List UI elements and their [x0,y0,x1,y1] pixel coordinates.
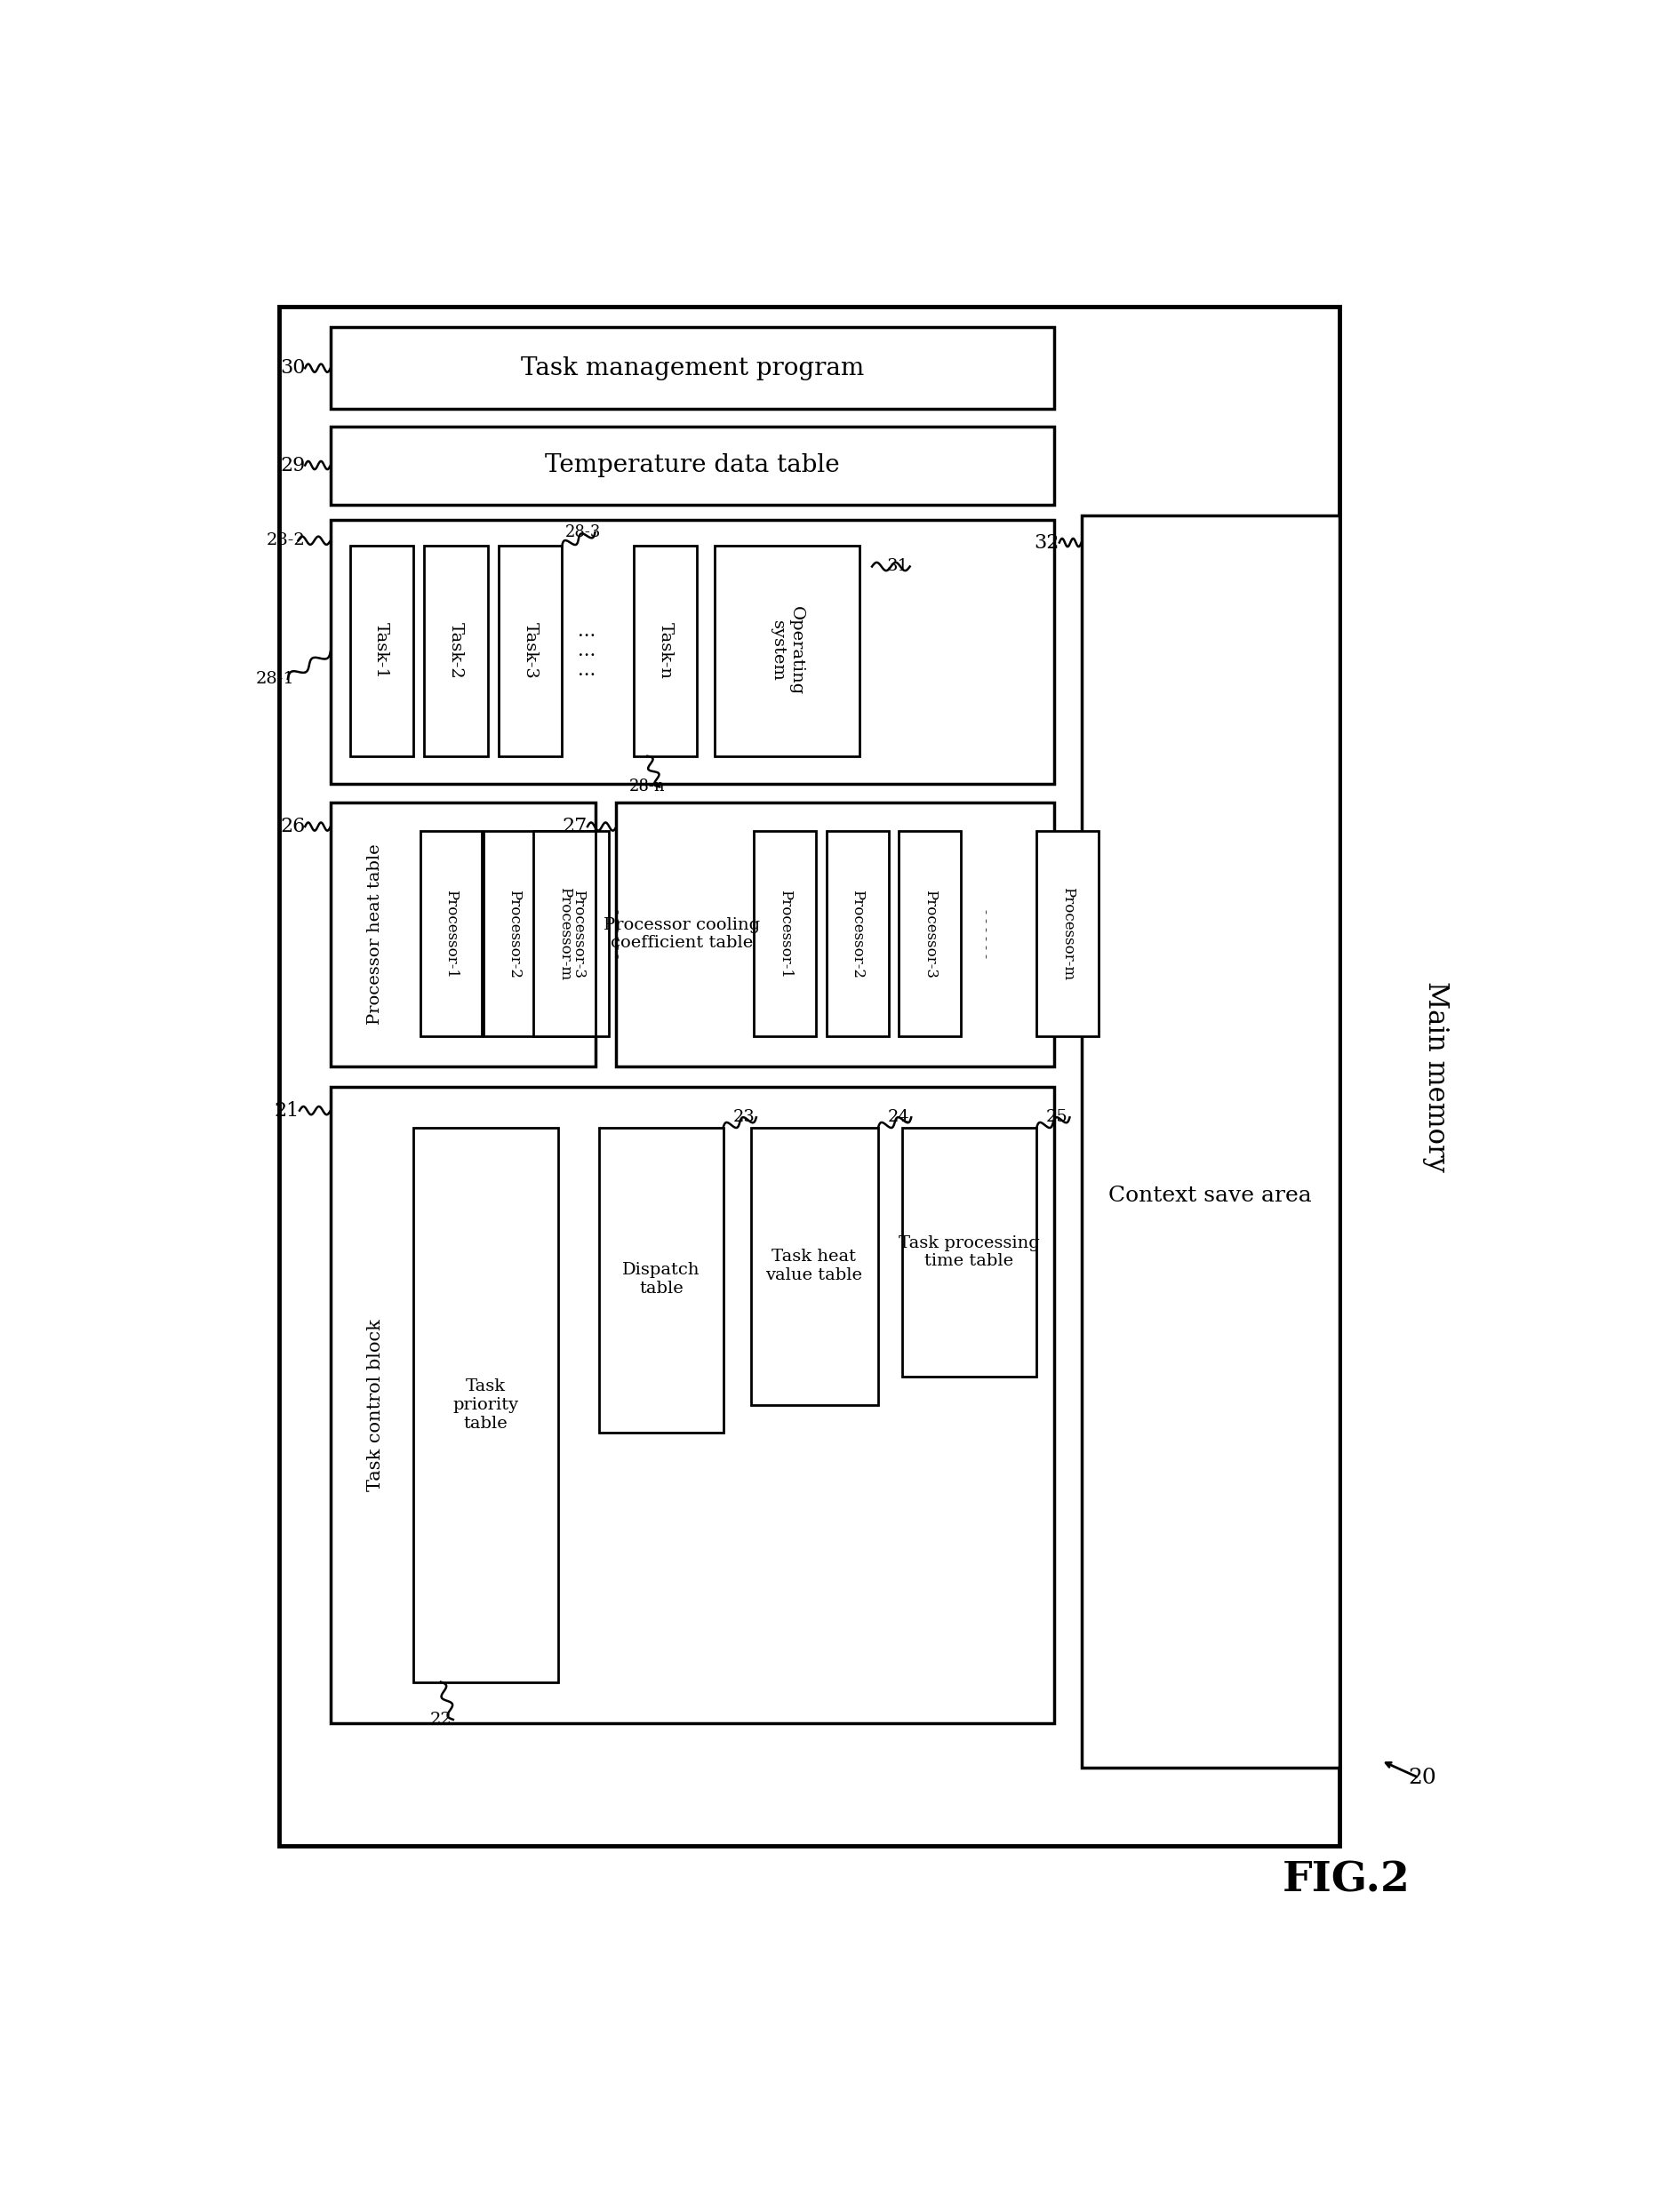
Text: Task processing
time table: Task processing time table [898,1234,1039,1270]
Text: 26: 26 [280,816,306,836]
Bar [616,803,1053,1066]
Text: 28-3: 28-3 [564,524,601,540]
Text: 28-2: 28-2 [267,533,306,549]
Text: 28-n: 28-n [630,779,665,794]
Text: 24: 24 [888,1110,910,1126]
Text: 27: 27 [562,816,588,836]
Text: Processor-2: Processor-2 [850,889,865,978]
Text: Task control block: Task control block [366,1318,383,1491]
Text: Processor-3: Processor-3 [569,889,584,978]
Text: Task heat
value table: Task heat value table [766,1248,861,1283]
Text: Processor heat table: Processor heat table [368,843,383,1024]
Text: Dispatch
table: Dispatch table [621,1263,700,1296]
Bar [349,546,413,757]
Text: 32: 32 [1034,533,1059,553]
Bar [633,546,697,757]
Text: Task-1: Task-1 [373,622,390,679]
Text: Processor-1: Processor-1 [443,889,458,978]
Bar [898,832,960,1037]
Text: FIG.2: FIG.2 [1283,1860,1410,1900]
Bar [413,1128,557,1681]
Text: 30: 30 [280,358,306,378]
Text: 25: 25 [1046,1110,1068,1126]
Bar [499,546,562,757]
Text: Task-n: Task-n [656,622,673,679]
Bar [1081,515,1338,1767]
Bar [902,1128,1036,1376]
Text: Processor-2: Processor-2 [507,889,522,978]
Text: 31: 31 [887,560,908,575]
Text: - - - - - -: - - - - - - [611,909,623,958]
Text: 21: 21 [274,1102,299,1119]
Bar [484,832,546,1037]
Text: Processor-1: Processor-1 [777,889,792,978]
Text: Temperature data table: Temperature data table [544,453,840,478]
Text: Processor-m: Processor-m [1059,887,1075,980]
Bar [754,832,816,1037]
Bar [1036,832,1098,1037]
Bar [826,832,888,1037]
Bar [331,520,1053,783]
Text: Context save area: Context save area [1108,1186,1311,1206]
Text: Processor cooling
coefficient table: Processor cooling coefficient table [603,916,759,951]
Text: 23: 23 [732,1110,754,1126]
Text: Task
priority
table: Task priority table [452,1378,519,1431]
Text: Task-3: Task-3 [522,622,537,679]
Bar [331,803,596,1066]
Bar [331,327,1053,409]
Bar [599,1128,722,1431]
Text: Main memory: Main memory [1422,980,1449,1172]
Text: 28-1: 28-1 [255,670,296,686]
Bar [279,307,1338,1847]
Text: Processor-3: Processor-3 [922,889,937,978]
Text: Processor-m: Processor-m [557,887,573,980]
Text: 29: 29 [280,456,306,476]
Bar [331,427,1053,504]
Bar [715,546,860,757]
Bar [425,546,487,757]
Text: Operating
system: Operating system [769,606,804,695]
Bar [420,832,482,1037]
Bar [547,832,608,1037]
Text: Task-2: Task-2 [448,622,463,679]
Text: ...
...
...: ... ... ... [578,624,596,679]
Text: 22: 22 [430,1712,452,1728]
Bar [534,832,596,1037]
Text: - - - - - -: - - - - - - [979,909,991,958]
Text: 20: 20 [1407,1767,1436,1787]
Bar [751,1128,878,1405]
Text: Task management program: Task management program [520,356,863,380]
Bar [331,1086,1053,1723]
